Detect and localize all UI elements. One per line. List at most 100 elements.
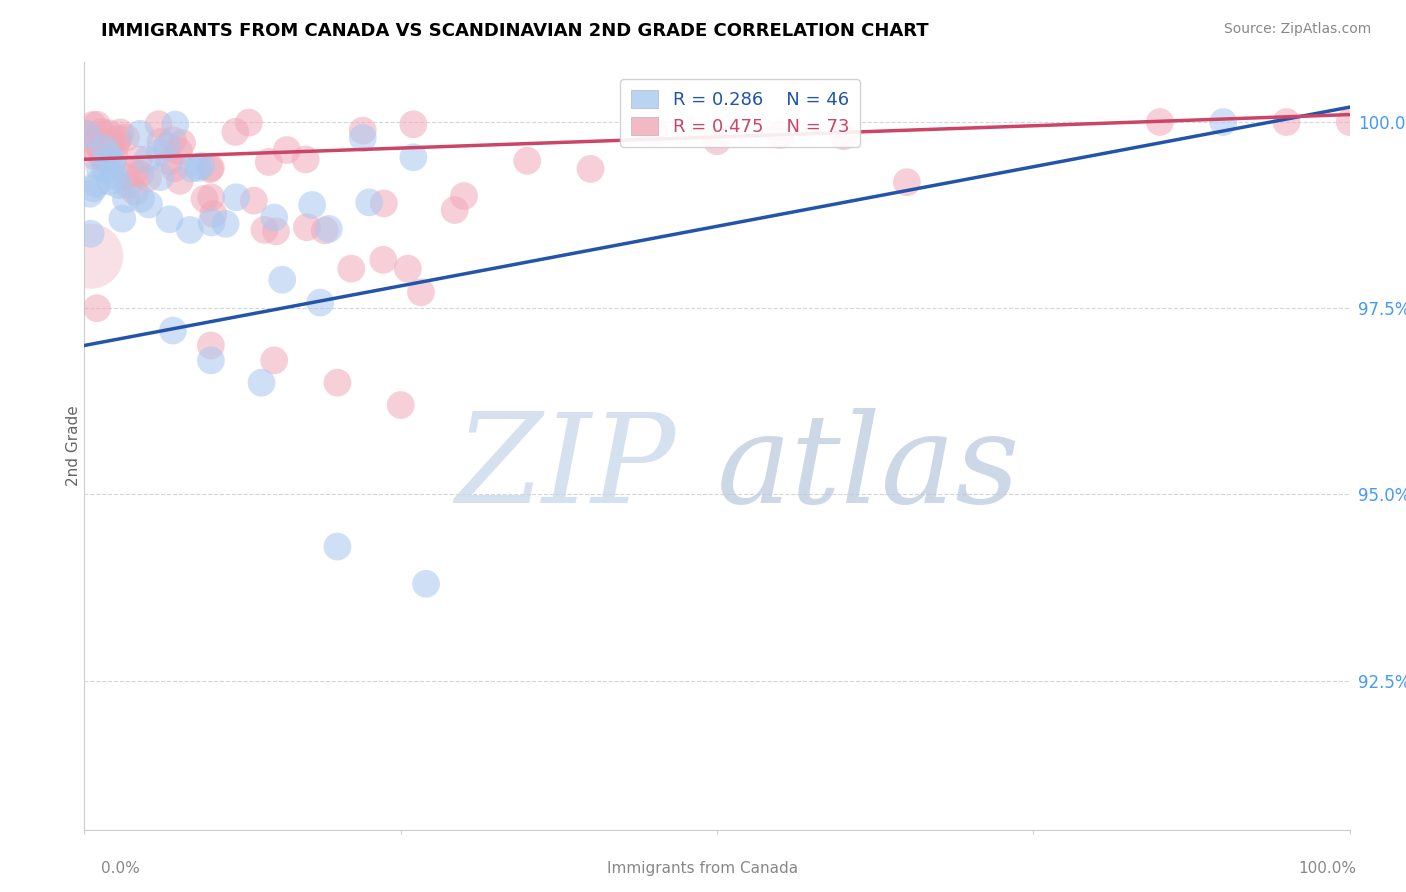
Point: [271, 273, 294, 287]
Point: [100, 156, 122, 170]
Point: [98, 175, 121, 189]
Point: [257, 155, 280, 169]
Text: ZIP: ZIP: [456, 409, 675, 530]
Point: [149, 135, 172, 149]
Point: [359, 195, 381, 210]
Point: [326, 540, 349, 554]
Point: [301, 198, 323, 212]
Point: [373, 252, 395, 267]
Point: [148, 145, 170, 160]
Point: [295, 220, 318, 235]
Point: [138, 197, 160, 211]
Text: 100.0%: 100.0%: [1299, 861, 1357, 876]
Point: [129, 127, 152, 141]
Point: [896, 175, 918, 189]
Point: [453, 189, 475, 203]
Point: [159, 154, 181, 169]
Point: [253, 223, 276, 237]
Point: [82, 181, 104, 195]
Point: [82, 118, 104, 132]
Point: [167, 144, 190, 158]
Point: [124, 165, 146, 179]
Point: [409, 285, 432, 300]
Point: [214, 217, 236, 231]
Y-axis label: 2nd Grade: 2nd Grade: [66, 406, 80, 486]
Point: [86, 136, 108, 151]
Point: [162, 133, 184, 147]
Point: [179, 223, 201, 237]
Point: [443, 202, 465, 217]
Point: [225, 190, 247, 204]
Point: [89, 161, 111, 175]
Point: [340, 261, 363, 276]
Point: [769, 128, 792, 142]
Point: [309, 295, 332, 310]
Point: [156, 139, 179, 153]
Text: Immigrants from Canada: Immigrants from Canada: [607, 861, 799, 876]
Point: [200, 161, 222, 175]
Point: [243, 194, 266, 208]
Text: Source: ZipAtlas.com: Source: ZipAtlas.com: [1223, 22, 1371, 37]
Point: [1212, 115, 1234, 129]
Point: [200, 338, 222, 352]
Point: [264, 224, 287, 238]
Point: [73, 126, 96, 140]
Point: [276, 143, 298, 157]
Point: [294, 153, 316, 167]
Point: [1275, 115, 1298, 129]
Point: [77, 137, 100, 152]
Point: [200, 353, 222, 368]
Point: [263, 211, 285, 225]
Point: [90, 125, 112, 139]
Point: [263, 353, 285, 368]
Point: [163, 161, 186, 176]
Point: [190, 159, 212, 173]
Point: [97, 126, 120, 140]
Point: [110, 126, 132, 140]
Point: [373, 196, 395, 211]
Point: [318, 222, 340, 236]
Point: [115, 192, 138, 206]
Point: [396, 261, 419, 276]
Point: [159, 212, 181, 227]
Point: [198, 162, 221, 177]
Point: [170, 136, 193, 150]
Point: [115, 130, 138, 145]
Point: [86, 177, 108, 191]
Point: [1149, 115, 1171, 129]
Point: [79, 186, 101, 201]
Point: [136, 171, 159, 186]
Point: [832, 129, 855, 144]
Point: [83, 149, 105, 163]
Point: [250, 376, 273, 390]
Point: [111, 211, 134, 226]
Point: [103, 148, 125, 162]
Point: [187, 161, 209, 175]
Point: [200, 190, 222, 204]
Point: [238, 115, 260, 129]
Point: [79, 227, 103, 241]
Point: [124, 185, 146, 199]
Point: [108, 178, 131, 193]
Point: [93, 144, 115, 158]
Legend: R = 0.286    N = 46, R = 0.475    N = 73: R = 0.286 N = 46, R = 0.475 N = 73: [620, 79, 860, 146]
Point: [118, 178, 141, 193]
Point: [103, 169, 125, 183]
Point: [105, 135, 128, 149]
Point: [79, 249, 103, 263]
Point: [129, 192, 152, 206]
Point: [314, 223, 336, 237]
Point: [86, 118, 108, 132]
Point: [169, 174, 191, 188]
Point: [579, 161, 602, 176]
Point: [148, 117, 170, 131]
Point: [643, 123, 665, 137]
Point: [94, 136, 117, 150]
Point: [91, 151, 114, 165]
Point: [136, 153, 159, 167]
Point: [389, 398, 412, 412]
Point: [180, 161, 202, 176]
Point: [97, 149, 120, 163]
Point: [402, 117, 425, 131]
Point: [93, 151, 115, 165]
